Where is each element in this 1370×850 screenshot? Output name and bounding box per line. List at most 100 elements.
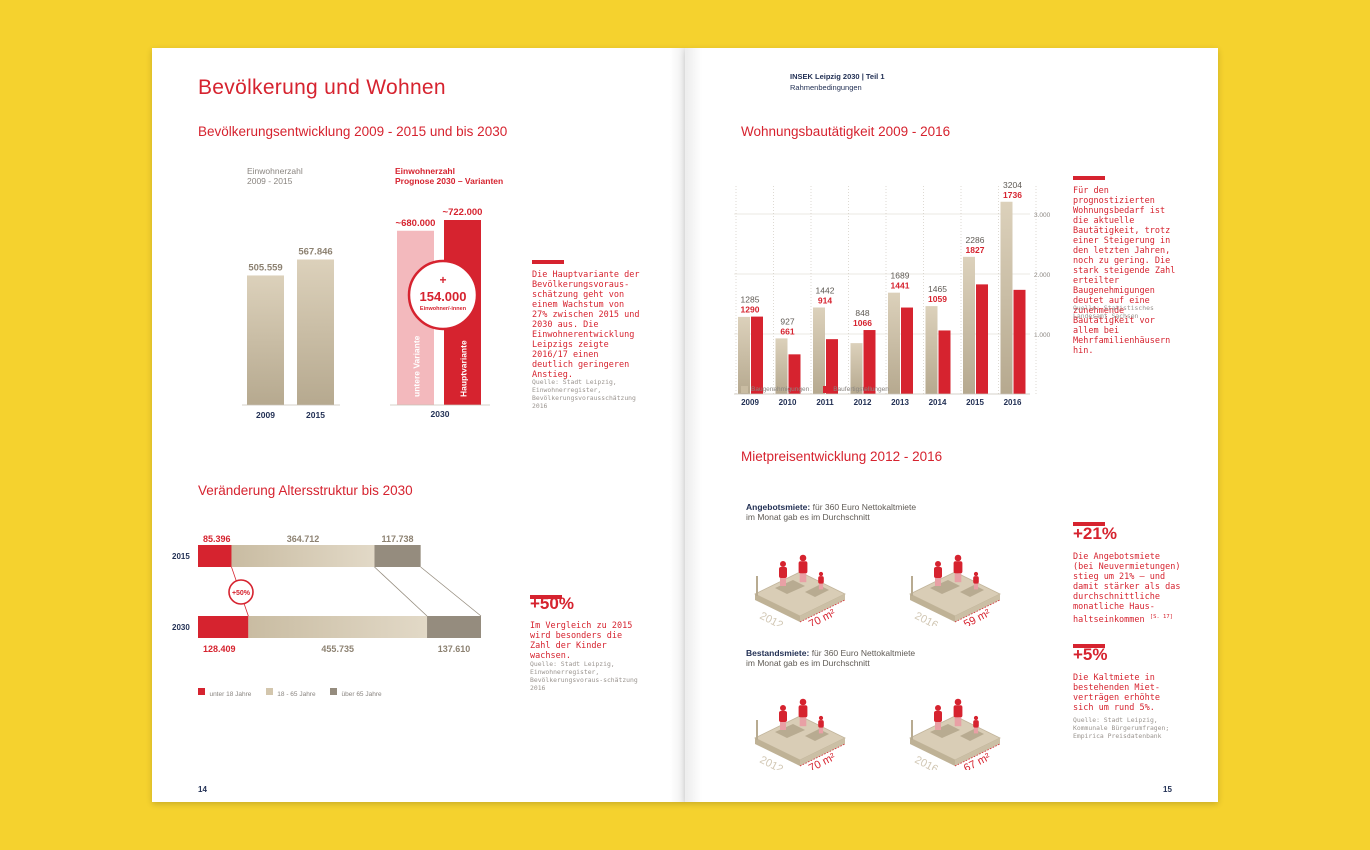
population-note: Die Hauptvariante der Bevölkerungsvoraus… xyxy=(532,270,640,380)
bau-bar-genehmigung xyxy=(850,343,863,394)
angebot-percent: +21% xyxy=(1073,524,1117,543)
growth-circle xyxy=(407,259,479,331)
x-tick-label: 2011 xyxy=(816,398,834,406)
age-value: 117.738 xyxy=(382,534,414,544)
person-body xyxy=(798,705,808,718)
age-row-label: 2030 xyxy=(172,623,190,632)
year-label: 2015 xyxy=(306,410,325,420)
family-floor-illustration: 2016 59 m² xyxy=(909,554,1001,632)
growth-unit: Einwohner/-innen xyxy=(420,306,467,312)
person-head xyxy=(935,561,941,567)
person-body xyxy=(818,720,824,728)
x-tick-label: 2009 xyxy=(741,398,759,406)
person-body xyxy=(779,711,787,722)
hist-label-1: Einwohnerzahl xyxy=(247,166,303,176)
header-sub: Rahmenbedingungen xyxy=(790,83,862,92)
bau-value-label: 1441 xyxy=(891,281,910,291)
person-head xyxy=(780,705,786,711)
bau-value-label: 1827 xyxy=(966,245,985,255)
page-number: 15 xyxy=(1163,785,1172,794)
person-legs xyxy=(799,573,807,583)
person-head xyxy=(818,571,824,577)
bau-bar-fertigstellung xyxy=(901,307,913,394)
illustration-angebot-2016: 2016 59 m² xyxy=(900,536,1010,632)
person-head xyxy=(954,554,962,562)
x-tick-label: 2012 xyxy=(854,398,872,406)
age-value: 85.396 xyxy=(203,534,231,544)
bau-value-label: 1290 xyxy=(741,305,760,315)
legend-label: über 65 Jahre xyxy=(341,691,382,698)
bau-heading: Wohnungsbautätigkeit 2009 - 2016 xyxy=(741,124,951,139)
dimension-line xyxy=(954,743,1001,767)
person-legs xyxy=(780,578,786,586)
floor-edge xyxy=(910,594,955,622)
bau-value-label: 914 xyxy=(818,295,832,305)
accent-bar xyxy=(530,595,562,599)
angebot-text: für 360 Euro Nettokaltmiete xyxy=(812,502,917,512)
page-number: 14 xyxy=(198,785,207,794)
person-body xyxy=(934,711,942,722)
age-value: 364.712 xyxy=(287,534,320,544)
prog-label-1: Einwohnerzahl xyxy=(395,166,455,176)
miet-source: Quelle: Stadt Leipzig, Kommunale Bürgeru… xyxy=(1073,716,1170,740)
bau-bar-fertigstellung xyxy=(751,316,763,394)
bau-value-label: 1465 xyxy=(928,284,947,294)
age-chart-svg: 2015 2030 85.396 364.712 117.738 128.409 455.7… xyxy=(172,534,482,654)
population-source: Quelle: Stadt Leipzig, Einwohnerregister… xyxy=(532,378,636,410)
illustration-bestand-2012: 2012 70 m² xyxy=(745,680,855,776)
bau-legend: Baugenehmigungen Baufertigstellungen xyxy=(741,386,903,393)
floor-edge xyxy=(800,738,845,766)
bau-value-label: 1736 xyxy=(1003,190,1022,200)
floor-edge xyxy=(800,594,845,622)
person-body xyxy=(798,561,808,574)
person-legs xyxy=(935,722,941,730)
bau-value-label: 1066 xyxy=(853,318,872,328)
bau-value-label: 2286 xyxy=(966,235,985,245)
header-part: | Teil 1 xyxy=(861,72,885,81)
bau-bar-fertigstellung xyxy=(863,330,876,394)
floor-edge xyxy=(755,594,800,622)
person-legs xyxy=(973,583,979,590)
angebot-note-ref: [S. 17] xyxy=(1149,614,1173,620)
furniture-block xyxy=(930,724,960,738)
y-tick-label: 1.000 xyxy=(1034,332,1051,339)
population-bar-1 xyxy=(297,259,334,405)
person-body xyxy=(973,576,979,584)
bau-value-label: 1285 xyxy=(741,295,760,305)
bau-bar-fertigstellung xyxy=(938,330,951,394)
bau-bar-genehmigung xyxy=(925,306,938,394)
age-legend: unter 18 Jahre 18 - 65 Jahre über 65 Jah… xyxy=(198,683,498,698)
person-legs xyxy=(780,722,786,730)
bau-value-label: 927 xyxy=(780,316,794,326)
illustration-angebot-2012: 2012 70 m² xyxy=(745,536,855,632)
population-value-label: ~722.000 xyxy=(443,208,483,218)
bau-bar-genehmigung xyxy=(1000,201,1013,394)
family-floor-illustration: 2016 67 m² xyxy=(909,698,1001,776)
variant-label-lower: untere Variante xyxy=(412,335,422,397)
x-tick-label: 2014 xyxy=(929,398,947,406)
angebot-note-text: Die Angebotsmiete (bei Neuvermietungen) … xyxy=(1073,552,1181,625)
population-chart-svg: 505.559 567.846 ~680.000 ~722.000 2009 2015 20… xyxy=(242,207,490,420)
floor-edge xyxy=(755,738,800,766)
illustration-bestand-2016: 2016 67 m² xyxy=(900,680,1010,776)
bau-bar-fertigstellung xyxy=(1013,289,1026,394)
family-floor-illustration: 2012 70 m² xyxy=(754,554,846,632)
bau-source: Quelle: Statistisches Landesamt Sachsen xyxy=(1073,304,1154,320)
legend-label: unter 18 Jahre xyxy=(209,691,252,698)
population-chart: 505.559 567.846 ~680.000 ~722.000 2009 2015 20… xyxy=(242,207,502,428)
dimension-line xyxy=(799,599,846,623)
bau-bar-genehmigung xyxy=(963,256,975,394)
bau-note: Für den prognostizierten Wohnungsbedarf … xyxy=(1073,186,1176,356)
bestand-caption: Bestandsmiete: für 360 Euro Nettokaltmie… xyxy=(746,648,915,658)
accent-bar xyxy=(1073,522,1105,526)
person-legs xyxy=(954,573,962,583)
variant-label-main: Hauptvariante xyxy=(459,340,469,397)
book-gutter xyxy=(670,48,702,802)
age-heading: Veränderung Altersstruktur bis 2030 xyxy=(198,483,413,498)
floor-edge xyxy=(910,738,955,766)
hist-label-2: 2009 - 2015 xyxy=(247,176,293,186)
age-row-label: 2015 xyxy=(172,552,190,561)
bau-value-label: 3204 xyxy=(1003,180,1022,190)
population-value-label: ~680.000 xyxy=(396,218,436,229)
dimension-line xyxy=(799,743,846,767)
